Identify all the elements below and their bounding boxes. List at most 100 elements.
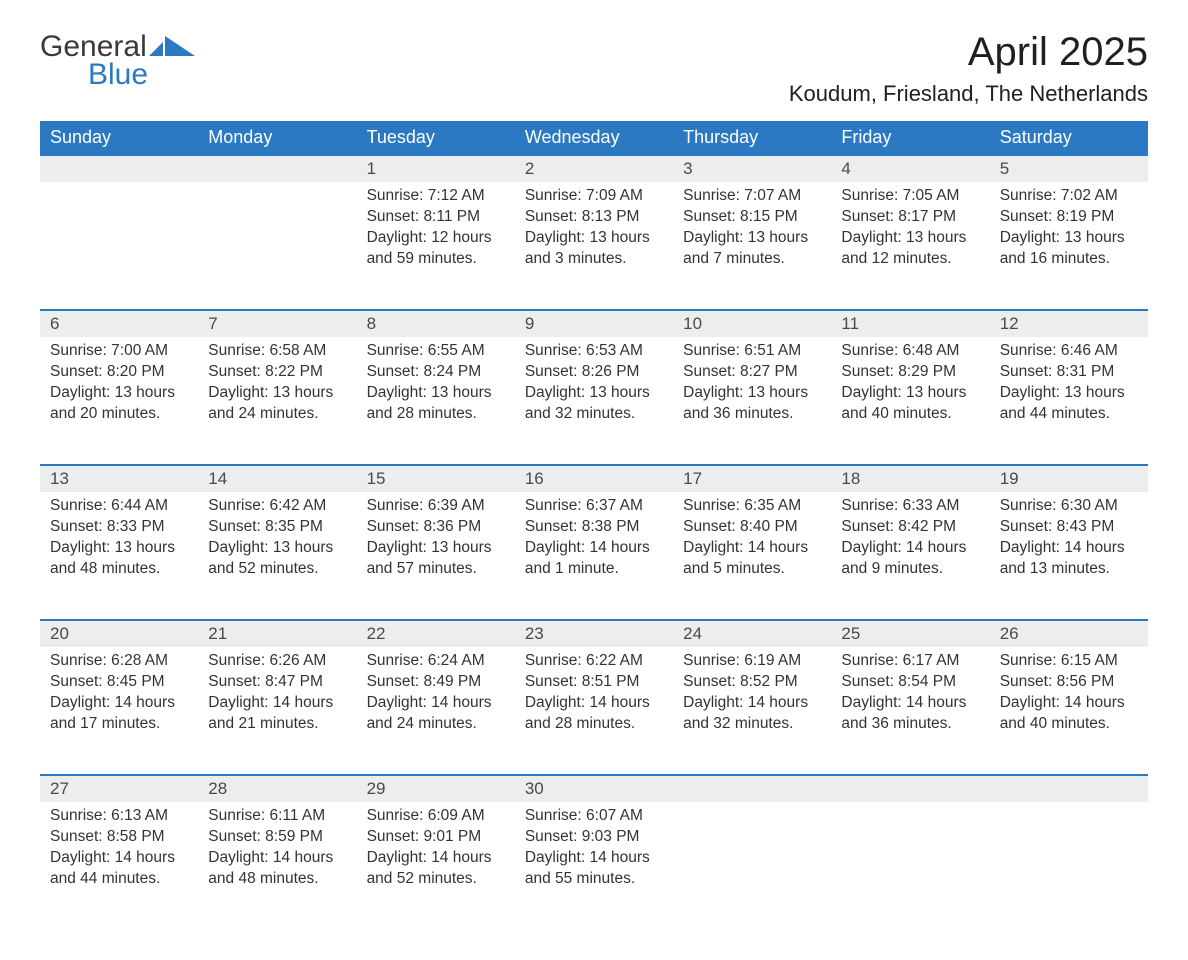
daylight-label: Daylight:	[208, 694, 273, 711]
daylight-label: Daylight:	[367, 539, 432, 556]
day-number: 7	[198, 310, 356, 337]
daylight-line: Daylight: 13 hours and 7 minutes.	[683, 228, 821, 270]
sunrise-line: Sunrise: 7:02 AM	[1000, 186, 1138, 207]
day-number: 16	[515, 465, 673, 492]
daylight-label: Daylight:	[50, 539, 115, 556]
sunrise-value: 6:58 AM	[269, 342, 326, 359]
day-detail-row: Sunrise: 6:44 AMSunset: 8:33 PMDaylight:…	[40, 492, 1148, 620]
sunrise-value: 6:26 AM	[269, 652, 326, 669]
day-detail: Sunrise: 6:19 AMSunset: 8:52 PMDaylight:…	[673, 647, 831, 775]
sunrise-line: Sunrise: 6:46 AM	[1000, 341, 1138, 362]
day-number-row: 27282930	[40, 775, 1148, 802]
sunset-value: 9:03 PM	[582, 828, 640, 845]
sunrise-value: 6:19 AM	[744, 652, 801, 669]
day-number: 3	[673, 155, 831, 182]
day-detail: Sunrise: 6:58 AMSunset: 8:22 PMDaylight:…	[198, 337, 356, 465]
sunrise-value: 6:30 AM	[1061, 497, 1118, 514]
sunset-line: Sunset: 8:56 PM	[1000, 672, 1138, 693]
sunrise-line: Sunrise: 6:28 AM	[50, 651, 188, 672]
sunrise-label: Sunrise:	[367, 652, 428, 669]
sunrise-value: 6:17 AM	[903, 652, 960, 669]
sunset-line: Sunset: 8:13 PM	[525, 207, 663, 228]
sunset-value: 8:59 PM	[265, 828, 323, 845]
daylight-line: Daylight: 14 hours and 52 minutes.	[367, 848, 505, 890]
sunset-line: Sunset: 8:33 PM	[50, 517, 188, 538]
sunrise-line: Sunrise: 6:22 AM	[525, 651, 663, 672]
daylight-label: Daylight:	[50, 694, 115, 711]
daylight-label: Daylight:	[367, 694, 432, 711]
sunset-value: 8:52 PM	[740, 673, 798, 690]
sunset-value: 8:13 PM	[582, 208, 640, 225]
weekday-header: Saturday	[990, 121, 1148, 155]
sunrise-label: Sunrise:	[50, 652, 111, 669]
sunrise-value: 6:53 AM	[586, 342, 643, 359]
day-detail: Sunrise: 6:55 AMSunset: 8:24 PMDaylight:…	[357, 337, 515, 465]
sunrise-label: Sunrise:	[841, 187, 902, 204]
sunset-line: Sunset: 8:17 PM	[841, 207, 979, 228]
sunset-label: Sunset:	[525, 208, 582, 225]
empty-day-number	[990, 775, 1148, 802]
daylight-label: Daylight:	[367, 384, 432, 401]
day-number: 26	[990, 620, 1148, 647]
sunset-value: 8:36 PM	[423, 518, 481, 535]
daylight-label: Daylight:	[1000, 694, 1065, 711]
sunset-label: Sunset:	[841, 363, 898, 380]
daylight-label: Daylight:	[208, 384, 273, 401]
sunrise-value: 6:48 AM	[903, 342, 960, 359]
sunset-value: 8:19 PM	[1057, 208, 1115, 225]
day-number: 29	[357, 775, 515, 802]
sunrise-value: 7:05 AM	[903, 187, 960, 204]
sunset-label: Sunset:	[50, 673, 107, 690]
sunset-value: 8:51 PM	[582, 673, 640, 690]
day-detail: Sunrise: 6:07 AMSunset: 9:03 PMDaylight:…	[515, 802, 673, 930]
daylight-line: Daylight: 14 hours and 28 minutes.	[525, 693, 663, 735]
empty-day-detail	[990, 802, 1148, 930]
sunset-value: 8:31 PM	[1057, 363, 1115, 380]
sunrise-label: Sunrise:	[1000, 187, 1061, 204]
sunset-label: Sunset:	[50, 518, 107, 535]
sunset-value: 8:58 PM	[107, 828, 165, 845]
daylight-label: Daylight:	[683, 229, 748, 246]
day-detail: Sunrise: 7:02 AMSunset: 8:19 PMDaylight:…	[990, 182, 1148, 310]
daylight-label: Daylight:	[841, 384, 906, 401]
day-detail: Sunrise: 6:17 AMSunset: 8:54 PMDaylight:…	[831, 647, 989, 775]
sunset-label: Sunset:	[525, 673, 582, 690]
daylight-line: Daylight: 13 hours and 3 minutes.	[525, 228, 663, 270]
month-title: April 2025	[789, 30, 1148, 75]
sunset-label: Sunset:	[841, 673, 898, 690]
daylight-label: Daylight:	[367, 229, 432, 246]
empty-day-number	[673, 775, 831, 802]
sunset-value: 8:11 PM	[423, 208, 480, 225]
sunset-label: Sunset:	[525, 363, 582, 380]
day-number: 28	[198, 775, 356, 802]
sunrise-label: Sunrise:	[683, 497, 744, 514]
day-number: 6	[40, 310, 198, 337]
sunrise-line: Sunrise: 6:48 AM	[841, 341, 979, 362]
empty-day-detail	[40, 182, 198, 310]
day-detail: Sunrise: 6:42 AMSunset: 8:35 PMDaylight:…	[198, 492, 356, 620]
sunset-line: Sunset: 8:35 PM	[208, 517, 346, 538]
sunset-line: Sunset: 8:58 PM	[50, 827, 188, 848]
day-detail: Sunrise: 6:13 AMSunset: 8:58 PMDaylight:…	[40, 802, 198, 930]
daylight-label: Daylight:	[1000, 539, 1065, 556]
sunset-line: Sunset: 8:24 PM	[367, 362, 505, 383]
sunset-line: Sunset: 8:40 PM	[683, 517, 821, 538]
sunrise-line: Sunrise: 7:00 AM	[50, 341, 188, 362]
daylight-line: Daylight: 13 hours and 57 minutes.	[367, 538, 505, 580]
sunrise-line: Sunrise: 6:24 AM	[367, 651, 505, 672]
day-detail: Sunrise: 6:26 AMSunset: 8:47 PMDaylight:…	[198, 647, 356, 775]
day-detail: Sunrise: 6:09 AMSunset: 9:01 PMDaylight:…	[357, 802, 515, 930]
sunset-value: 8:22 PM	[265, 363, 323, 380]
daylight-line: Daylight: 13 hours and 32 minutes.	[525, 383, 663, 425]
daylight-line: Daylight: 14 hours and 1 minute.	[525, 538, 663, 580]
day-number-row: 12345	[40, 155, 1148, 182]
sunrise-label: Sunrise:	[208, 342, 269, 359]
sunrise-line: Sunrise: 6:51 AM	[683, 341, 821, 362]
sunrise-label: Sunrise:	[683, 652, 744, 669]
daylight-line: Daylight: 13 hours and 44 minutes.	[1000, 383, 1138, 425]
day-number: 18	[831, 465, 989, 492]
sunrise-line: Sunrise: 6:35 AM	[683, 496, 821, 517]
sunrise-line: Sunrise: 6:55 AM	[367, 341, 505, 362]
sunrise-line: Sunrise: 7:07 AM	[683, 186, 821, 207]
sunrise-line: Sunrise: 6:30 AM	[1000, 496, 1138, 517]
